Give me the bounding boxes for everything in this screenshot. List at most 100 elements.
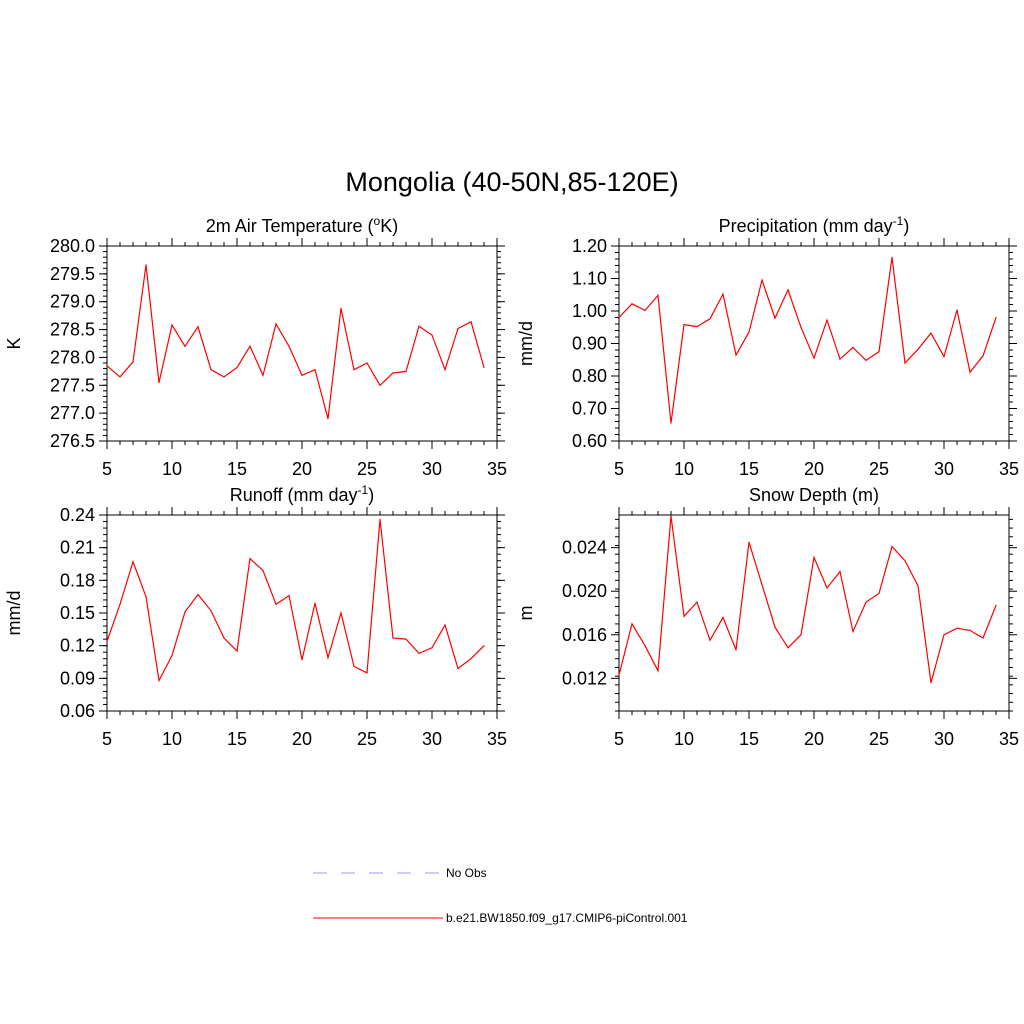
snow-depth-data-point (865, 601, 867, 603)
runoff-data-point (444, 624, 446, 626)
runoff-ytick-label: 0.18 (60, 570, 95, 590)
precipitation-xtick-label: 5 (614, 459, 624, 479)
air-temperature-data-point (301, 374, 303, 376)
precipitation-data-point (722, 293, 724, 295)
precipitation-series-line (618, 257, 997, 424)
air-temperature-data-point (119, 376, 121, 378)
snow-depth-data-point (904, 560, 906, 562)
runoff-data-point (483, 645, 485, 647)
runoff-xtick-label: 35 (487, 729, 507, 749)
snow-depth-ylabel: m (516, 606, 536, 621)
air-temperature-data-point (210, 369, 212, 371)
precipitation-data-point (787, 289, 789, 291)
air-temperature-data-point (197, 326, 199, 328)
air-temperature-ytick-label: 279.5 (50, 264, 95, 284)
precipitation-data-point (618, 316, 620, 319)
air-temperature-frame (106, 245, 498, 442)
precipitation-data-point (904, 362, 906, 364)
precipitation-xtick-label: 15 (739, 459, 759, 479)
precipitation-data-point (696, 326, 698, 328)
snow-depth-ytick-label: 0.016 (562, 625, 607, 645)
runoff-data-point (470, 658, 472, 660)
snow-depth-data-point (748, 541, 750, 543)
air-temperature-ytick-label: 278.5 (50, 320, 95, 340)
runoff-xtick-label: 30 (422, 729, 442, 749)
snow-depth-data-point (735, 649, 737, 651)
snow-depth-data-point (878, 592, 880, 595)
snow-depth-series-line (618, 516, 997, 683)
air-temperature-data-point (132, 361, 134, 363)
precipitation-data-point (826, 319, 828, 321)
air-temperature-data-point (366, 362, 368, 364)
runoff-ytick-label: 0.21 (60, 538, 95, 558)
runoff-xtick-label: 15 (227, 729, 247, 749)
precipitation-ytick-label: 0.60 (572, 431, 607, 451)
precipitation-data-point (995, 316, 997, 319)
runoff-data-point (171, 654, 173, 657)
precipitation-data-point (761, 279, 763, 281)
air-temperature-data-point (470, 321, 472, 323)
snow-depth-data-point (839, 571, 841, 573)
air-temperature-data-point (288, 345, 290, 347)
air-temperature-data-point (379, 384, 381, 386)
runoff-data-point (236, 650, 238, 652)
runoff-xtick-label: 25 (357, 729, 377, 749)
precipitation-title: Precipitation (mm day-1) (719, 214, 910, 236)
runoff-data-point (418, 652, 420, 654)
air-temperature-ytick-label: 276.5 (50, 431, 95, 451)
precipitation-data-point (891, 256, 893, 258)
air-temperature-ylabel: K (4, 337, 24, 349)
air-temperature-data-point (483, 366, 485, 369)
snow-depth-data-point (709, 639, 711, 641)
precipitation-data-point (943, 355, 945, 358)
air-temperature-data-point (145, 264, 147, 266)
runoff-title: Runoff (mm day-1) (230, 483, 374, 505)
panel-runoff: Runoff (mm day-1) mm/d 5 10 15 20 25 30 35 0.06 0.… (4, 483, 507, 749)
air-temperature-ytick-label: 280.0 (50, 236, 95, 256)
precipitation-data-point (917, 348, 919, 350)
snow-depth-data-point (982, 637, 984, 639)
snow-depth-xtick-label: 20 (804, 729, 824, 749)
air-temperature-data-point (184, 345, 186, 347)
snow-depth-xtick-label: 25 (869, 729, 889, 749)
air-temperature-series-line (106, 264, 485, 419)
precipitation-data-point (852, 346, 854, 348)
runoff-xtick-label: 20 (292, 729, 312, 749)
snow-depth-ytick-label: 0.012 (562, 668, 607, 688)
air-temperature-data-point (340, 307, 342, 309)
snow-depth-data-point (696, 601, 698, 603)
legend-no-obs-label: No Obs (446, 866, 487, 880)
runoff-ytick-label: 0.06 (60, 701, 95, 721)
precipitation-data-point (670, 422, 672, 424)
precipitation-ytick-label: 1.00 (572, 301, 607, 321)
runoff-data-point (223, 637, 225, 639)
precipitation-xtick-label: 20 (804, 459, 824, 479)
runoff-data-point (431, 647, 433, 649)
snow-depth-xtick-label: 10 (674, 729, 694, 749)
air-temperature-xtick-label: 25 (357, 459, 377, 479)
precipitation-xtick-label: 10 (674, 459, 694, 479)
air-temperature-data-point (444, 369, 446, 371)
air-temperature-xtick-label: 30 (422, 459, 442, 479)
precipitation-data-point (813, 357, 815, 359)
panel-precipitation: Precipitation (mm day-1) mm/d 5 10 15 20 25 30 3… (516, 214, 1019, 479)
runoff-data-point (119, 603, 121, 605)
snow-depth-data-point (917, 585, 919, 587)
air-temperature-ytick-label: 278.0 (50, 347, 95, 367)
air-temperature-data-point (171, 324, 173, 326)
air-temperature-data-point (275, 323, 277, 325)
legend: No Obs b.e21.BW1850.f09_g17.CMIP6-piCont… (313, 866, 688, 925)
runoff-data-point (366, 672, 368, 674)
air-temperature-ytick-label: 277.0 (50, 403, 95, 423)
precipitation-ytick-label: 0.90 (572, 334, 607, 354)
precipitation-data-point (683, 324, 685, 326)
runoff-ytick-label: 0.12 (60, 636, 95, 656)
air-temperature-data-point (106, 365, 108, 367)
runoff-data-point (288, 595, 290, 597)
air-temperature-data-point (249, 345, 251, 347)
precipitation-data-point (956, 309, 958, 311)
precipitation-data-point (878, 351, 880, 353)
air-temperature-xtick-label: 5 (102, 459, 112, 479)
precipitation-xtick-label: 30 (934, 459, 954, 479)
